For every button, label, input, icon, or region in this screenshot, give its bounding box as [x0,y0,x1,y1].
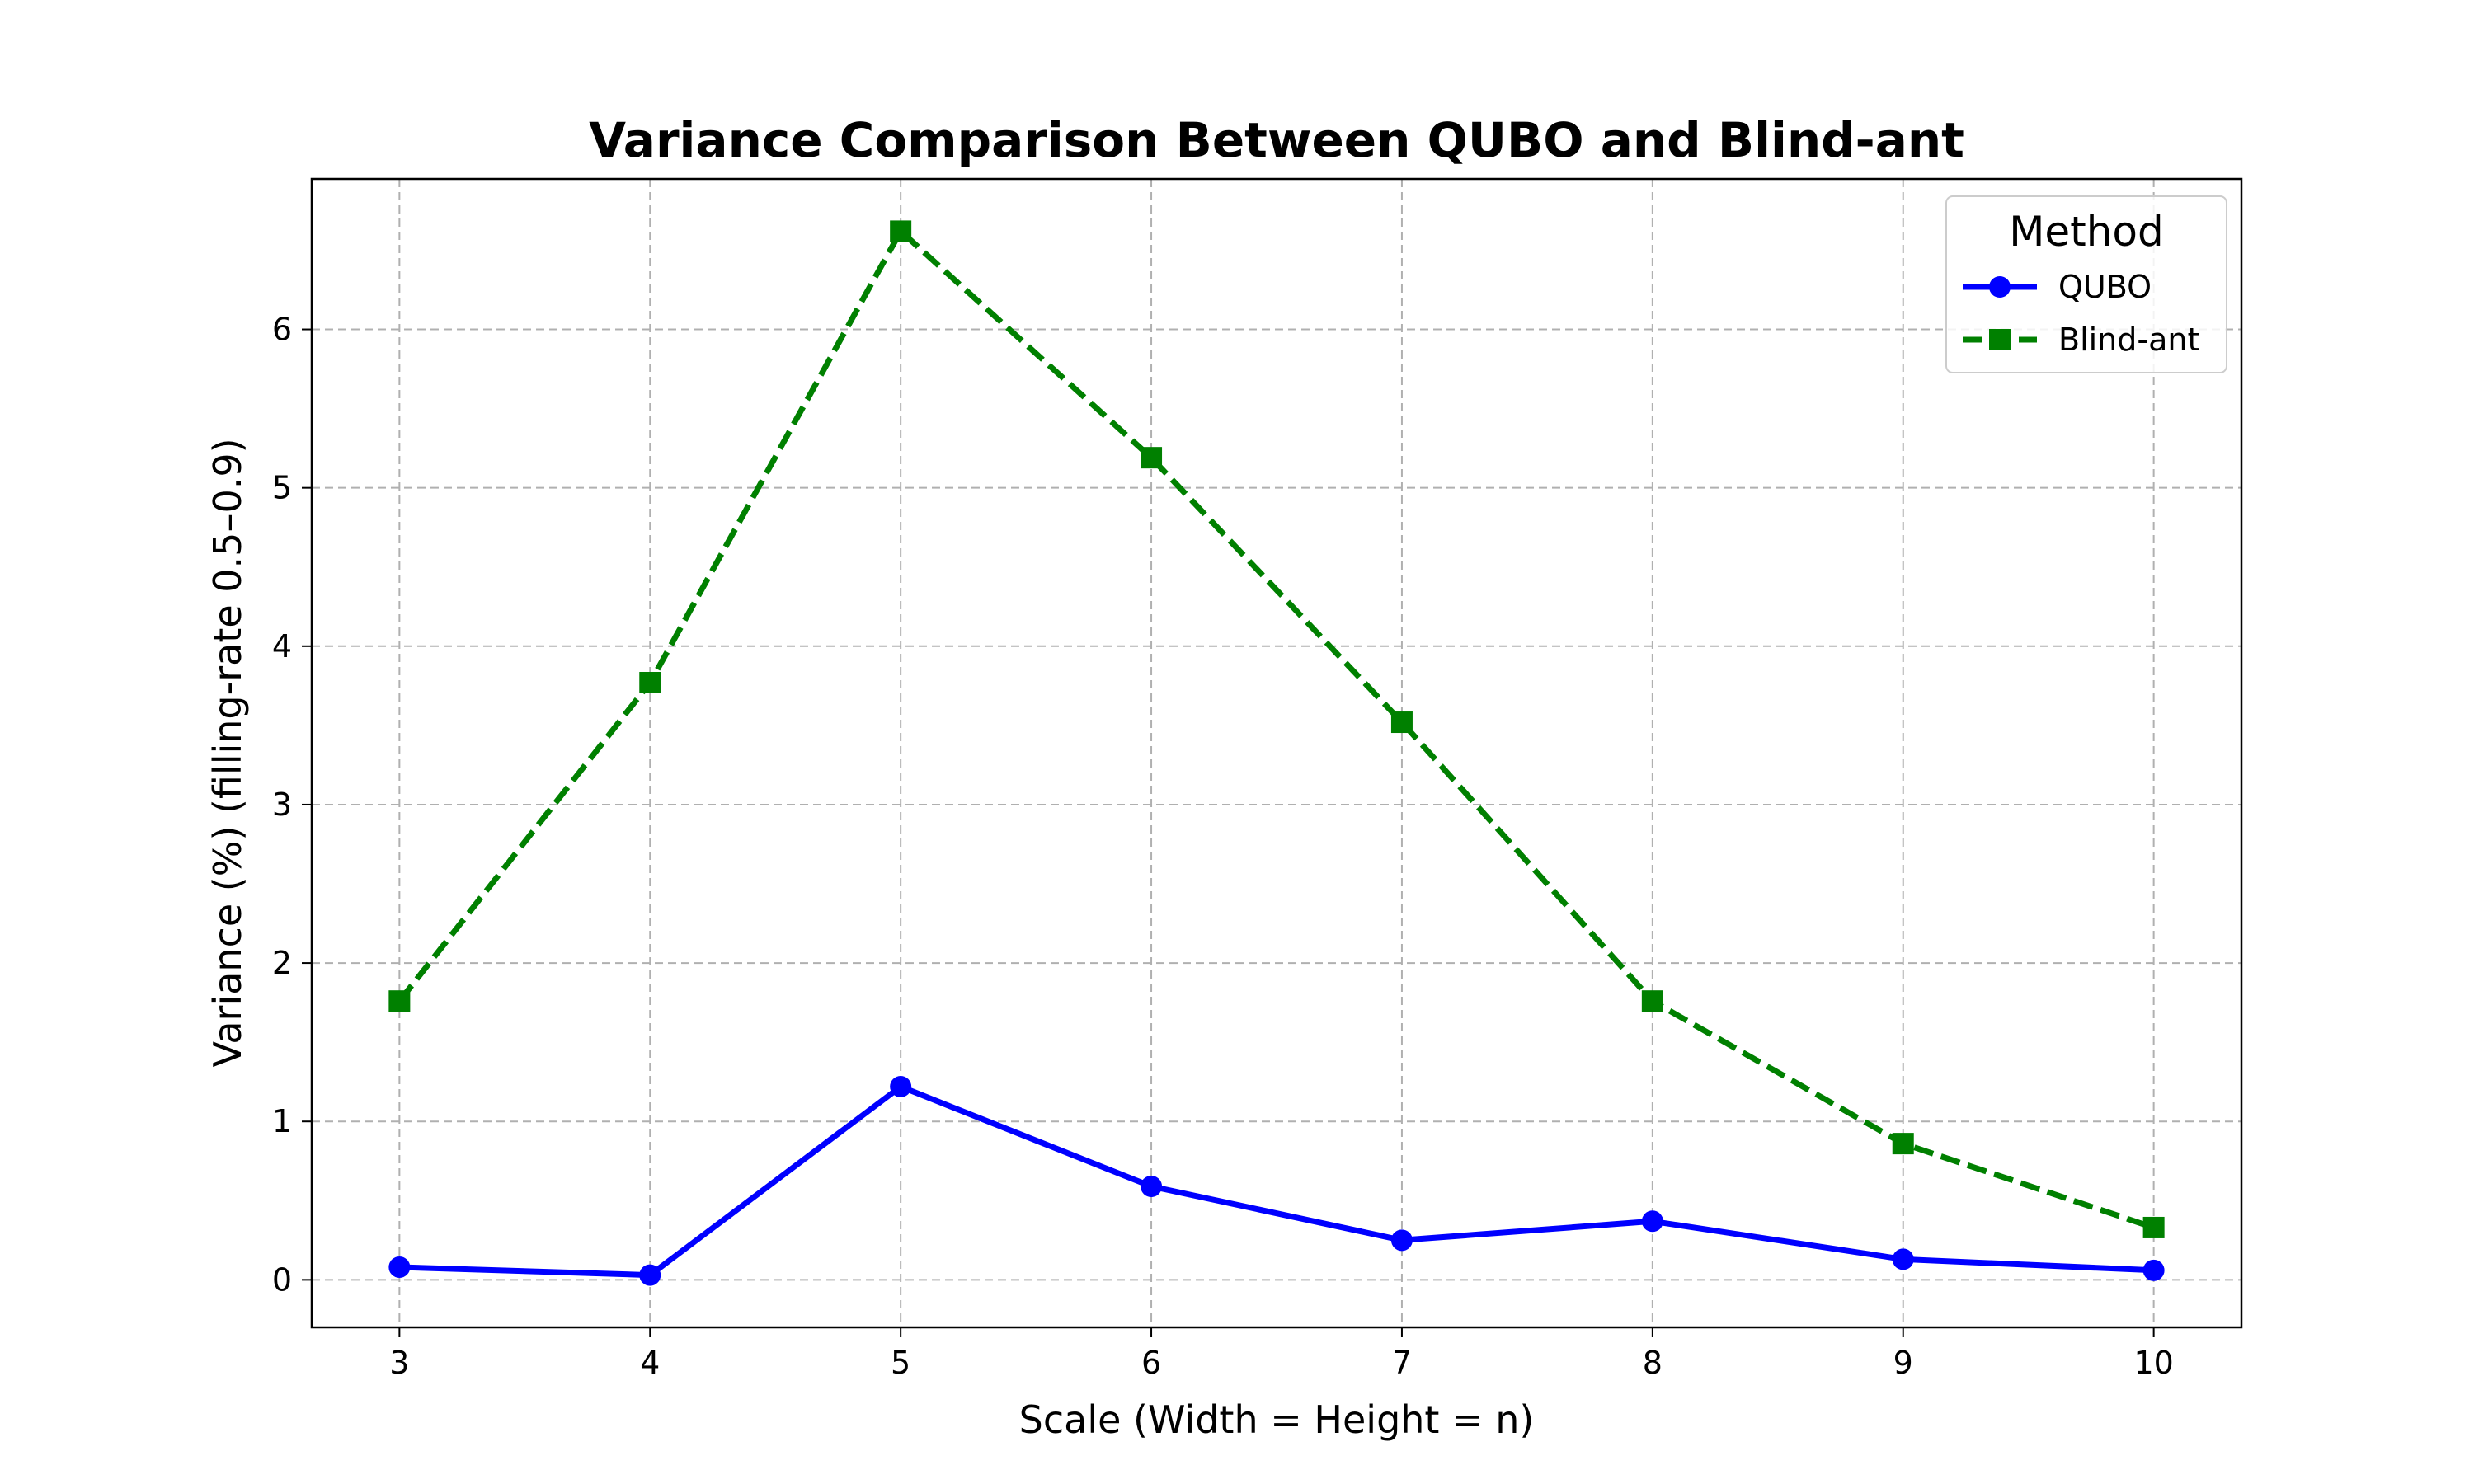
data-point-blind-ant [1141,447,1163,469]
axis-ticks: 3 4 5 6 7 8 9 10 0 1 2 3 4 5 6 [272,312,2174,1381]
x-tick-label: 3 [389,1345,409,1381]
y-axis-label: Variance (%) (filling-rate 0.5–0.9) [205,438,250,1067]
legend-label-qubo: QUBO [2058,269,2152,305]
x-tick-label: 9 [1893,1345,1913,1381]
y-tick-label: 5 [272,470,292,506]
data-point-qubo [388,1256,411,1278]
x-tick-label: 7 [1392,1345,1412,1381]
data-point-qubo [639,1264,661,1286]
data-point-qubo [1390,1229,1413,1252]
data-point-qubo [1141,1175,1163,1197]
data-point-blind-ant [388,990,411,1012]
chart-title: Variance Comparison Between QUBO and Bli… [589,112,1964,168]
x-axis-label: Scale (Width = Height = n) [1019,1397,1535,1442]
y-tick-label: 4 [272,628,292,665]
x-tick-label: 10 [2133,1345,2173,1381]
data-point-qubo [1641,1210,1663,1233]
data-point-blind-ant [1892,1133,1914,1155]
legend-title: Method [2009,208,2164,256]
data-point-blind-ant [1390,711,1413,734]
data-point-blind-ant [639,671,661,693]
y-tick-label: 3 [272,787,292,823]
legend-marker-qubo [1989,276,2011,298]
plot-area-frame [310,177,2243,1329]
legend-label-blind-ant: Blind-ant [2058,322,2199,358]
x-tick-label: 4 [640,1345,660,1381]
data-point-blind-ant [1641,990,1663,1012]
data-point-qubo [1892,1248,1914,1270]
y-tick-label: 6 [272,312,292,348]
series-line-qubo [399,1083,2154,1279]
data-point-qubo [2142,1259,2165,1281]
data-point-blind-ant [890,220,912,242]
legend-marker-blind-ant [1989,329,2011,350]
series-line-blind-ant [397,228,2155,1231]
x-tick-label: 5 [891,1345,910,1381]
x-tick-label: 8 [1643,1345,1663,1381]
legend-frame [1945,195,2227,373]
series-layer [388,220,2165,1286]
y-tick-label: 2 [272,945,292,981]
x-tick-label: 6 [1141,1345,1161,1381]
y-tick-label: 1 [272,1103,292,1139]
legend-entries: QUBO Blind-ant [1963,269,2199,358]
y-tick-label: 0 [272,1261,292,1298]
data-point-blind-ant [2142,1216,2165,1238]
legend: Method QUBO Blind-ant [1945,195,2227,373]
data-point-qubo [890,1075,912,1097]
